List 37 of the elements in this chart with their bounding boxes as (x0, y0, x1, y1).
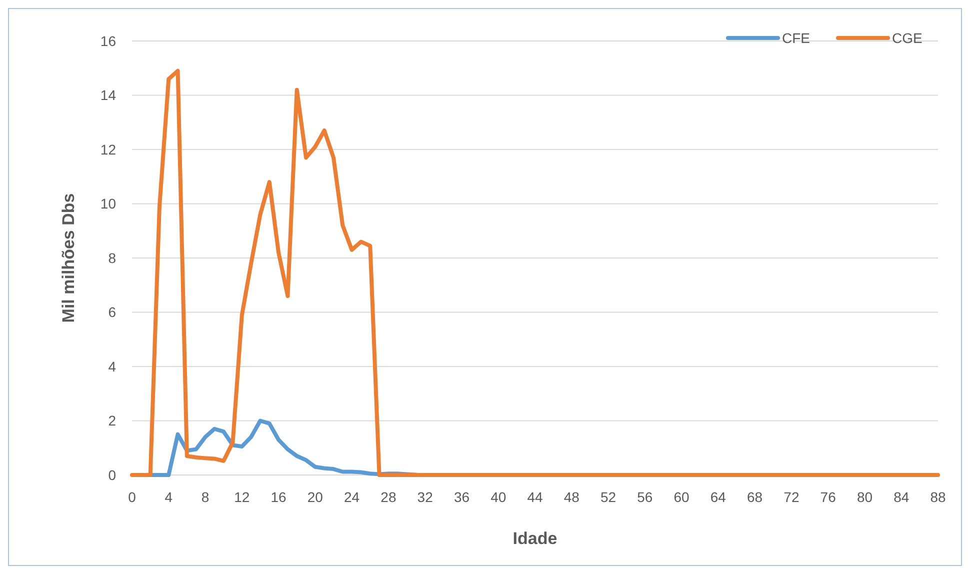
x-tick-label: 4 (164, 489, 173, 505)
x-tick-label: 28 (380, 489, 396, 505)
x-tick-label: 12 (234, 489, 250, 505)
x-tick-label: 68 (747, 489, 763, 505)
x-axis-title: Idade (512, 529, 558, 548)
y-tick-label: 8 (108, 250, 116, 266)
x-tick-label: 76 (820, 489, 836, 505)
x-tick-label: 16 (270, 489, 287, 505)
x-tick-label: 40 (490, 489, 506, 505)
x-tick-label: 60 (674, 489, 690, 505)
y-tick-label: 4 (108, 358, 116, 374)
x-tick-label: 88 (930, 489, 946, 505)
x-tick-label: 52 (600, 489, 616, 505)
x-tick-label: 84 (894, 489, 910, 505)
y-tick-label: 12 (100, 141, 116, 158)
x-tick-label: 80 (856, 489, 873, 505)
x-tick-label: 20 (307, 489, 324, 505)
x-tick-label: 0 (128, 489, 136, 505)
x-tick-label: 72 (784, 489, 800, 505)
x-tick-label: 56 (637, 489, 653, 505)
x-tick-label: 64 (710, 489, 726, 505)
legend-label: CGE (892, 30, 922, 46)
x-tick-label: 36 (454, 489, 470, 505)
line-series (130, 68, 940, 477)
y-tick-label: 2 (108, 412, 116, 429)
x-tick-label: 48 (564, 489, 580, 505)
y-tick-label: 6 (108, 304, 116, 320)
y-tick-label: 14 (100, 87, 116, 104)
y-tick-label: 10 (100, 196, 116, 212)
x-tick-label: 44 (527, 489, 543, 505)
y-tick-label: 16 (100, 32, 116, 49)
legend-label: CFE (782, 30, 810, 46)
y-tick-label: 0 (108, 466, 116, 483)
y-axis-title: Mil milhões Dbs (59, 193, 78, 323)
x-tick-label: 24 (344, 489, 360, 505)
x-tick-label: 8 (201, 489, 210, 505)
x-tick-label: 32 (417, 489, 434, 505)
